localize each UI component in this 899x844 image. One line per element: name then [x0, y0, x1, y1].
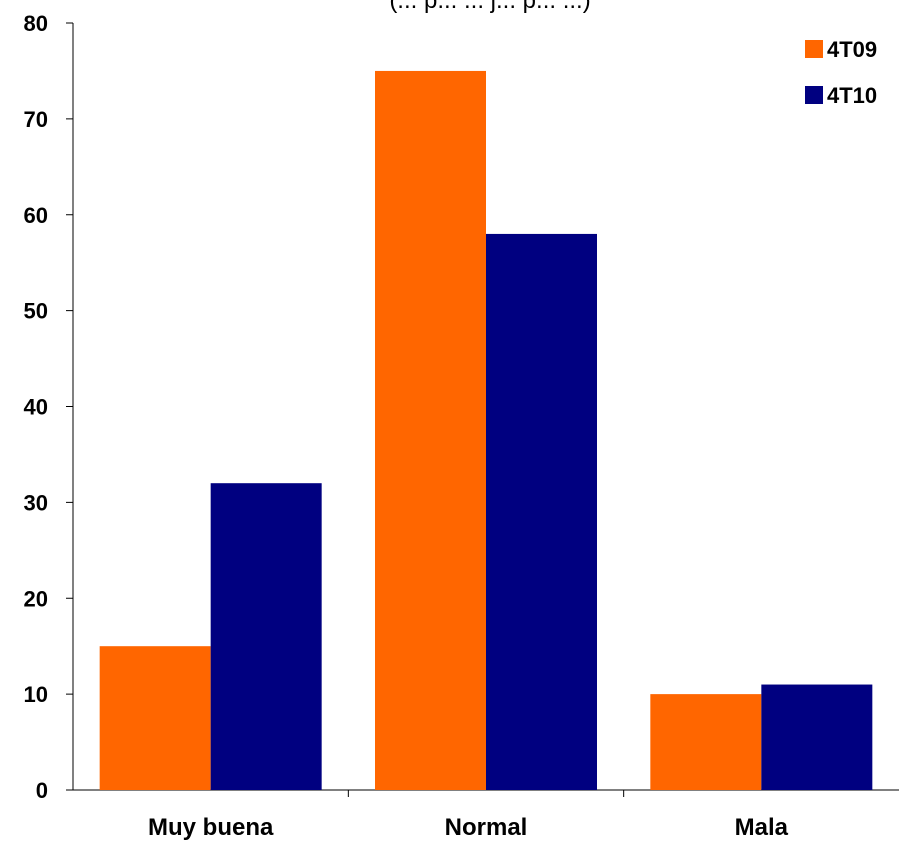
- chart-title: (... p... ... j... p... ...): [389, 0, 590, 14]
- y-tick-label: 30: [24, 490, 48, 515]
- y-tick-label: 0: [36, 778, 48, 803]
- bar-4t10-normal: [486, 233, 597, 791]
- x-category-label: Muy buena: [148, 814, 274, 841]
- x-axis-labels: Muy buena Normal Mala: [148, 790, 789, 841]
- legend-label-4t09: 4T09: [827, 37, 877, 62]
- legend-label-4t10: 4T10: [827, 83, 877, 108]
- x-category-label: Mala: [735, 814, 789, 841]
- bar-4t09-mala: [650, 694, 762, 790]
- chart-title-text: (... p... ... j... p... ...): [389, 0, 590, 14]
- bar-4t10-mala: [761, 684, 873, 790]
- bar-4t09-normal: [375, 70, 486, 790]
- y-tick-label: 20: [24, 586, 48, 611]
- y-tick-label: 80: [24, 11, 48, 36]
- legend-swatch-4t10: [805, 86, 823, 104]
- y-tick-label: 40: [24, 395, 48, 420]
- y-tick-label: 10: [24, 682, 48, 707]
- y-tick-label: 50: [24, 299, 48, 324]
- chart-legend: 4T09 4T10: [805, 37, 877, 108]
- x-category-label: Normal: [445, 814, 528, 841]
- bar-4t09-muy-buena: [99, 646, 211, 790]
- y-tick-label: 70: [24, 107, 48, 132]
- y-axis-ticks: 0 10 20 30 40 50 60 70 80: [24, 11, 73, 803]
- chart-bars: [99, 70, 873, 791]
- y-tick-label: 60: [24, 203, 48, 228]
- legend-swatch-4t09: [805, 40, 823, 58]
- bar-4t10-muy-buena: [210, 483, 322, 790]
